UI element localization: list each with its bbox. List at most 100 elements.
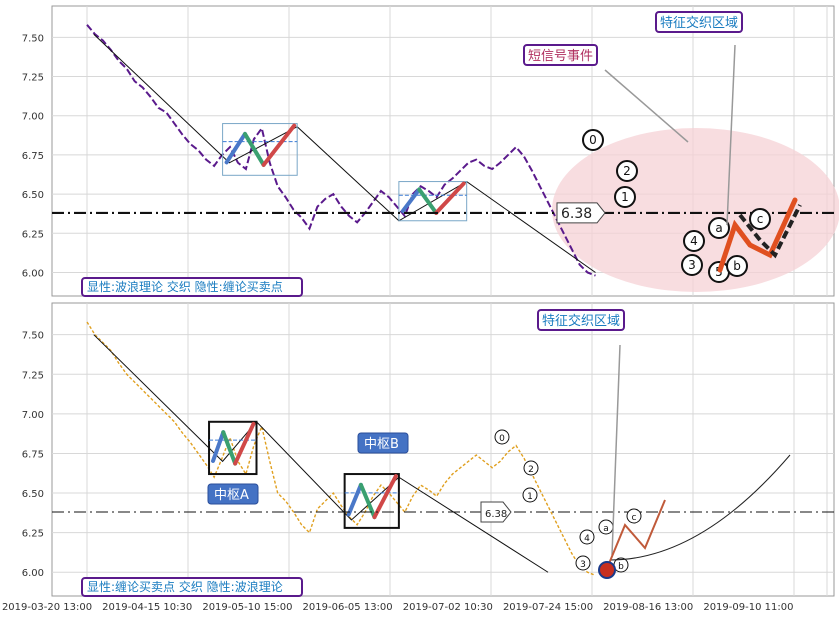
wave-label: 2 — [528, 465, 534, 475]
callout-label: 特征交织区域 — [542, 313, 620, 329]
center-box — [208, 420, 258, 476]
callout-box — [537, 309, 625, 331]
center-box — [222, 123, 298, 176]
y-tick-label: 6.25 — [22, 529, 44, 540]
wave-label: 2 — [623, 164, 631, 178]
projection-wave — [607, 499, 666, 567]
price-series-line — [86, 321, 596, 577]
pointer-line — [604, 69, 689, 143]
center-label-box — [207, 483, 259, 505]
callout-box — [655, 11, 743, 33]
y-tick-label: 6.50 — [22, 489, 44, 500]
x-tick-label: 2019-09-10 11:00 — [703, 602, 793, 613]
y-tick-label: 7.00 — [22, 410, 44, 421]
x-tick-label: 2019-03-20 13:00 — [2, 602, 92, 613]
legend-text: 显性:波浪理论 交织 隐性:缠论买卖点 — [87, 279, 283, 294]
wave-label: 4 — [690, 234, 698, 248]
price-series-line — [86, 24, 596, 277]
wave-label: 1 — [621, 190, 629, 204]
y-tick-label: 6.25 — [22, 229, 44, 240]
x-tick-label: 2019-08-16 13:00 — [603, 602, 693, 613]
wave-label-circle — [494, 429, 510, 445]
y-tick-label: 6.50 — [22, 190, 44, 201]
wave-label-circle — [616, 160, 638, 182]
y-tick-label: 6.00 — [22, 568, 44, 579]
callout-label: 特征交织区域 — [660, 15, 738, 31]
wave-label: b — [733, 259, 741, 273]
x-tick-label: 2019-07-02 10:30 — [403, 602, 493, 613]
price-level-label: 6.38 — [561, 206, 592, 222]
wave-label-circle — [626, 508, 642, 524]
wave-label: 1 — [527, 492, 533, 502]
center-wave-stroke — [221, 430, 238, 466]
wave-label-circle — [726, 255, 748, 277]
trend-path-line — [93, 334, 549, 573]
legend-box — [81, 577, 303, 597]
y-tick-label: 6.75 — [22, 151, 44, 162]
y-tick-label: 7.50 — [22, 331, 44, 342]
wave-label-circle — [683, 230, 705, 252]
center-wave-stroke — [242, 131, 266, 167]
wave-label: b — [618, 562, 624, 572]
center-wave-stroke — [211, 430, 226, 463]
wave-label-circle — [708, 217, 730, 239]
wave-label: 4 — [584, 534, 590, 544]
wave-label: 0 — [499, 434, 505, 444]
wave-label: 0 — [589, 133, 597, 147]
panel-top: 7.50 7.25 7.00 6.75 6.50 6.25 6.00 6.38 显性:波浪理论 … — [22, 5, 839, 297]
x-tick-label: 2019-07-24 15:00 — [503, 602, 593, 613]
center-wave-stroke — [233, 421, 256, 466]
center-wave-stroke — [400, 187, 422, 213]
wave-label-circle — [582, 129, 604, 151]
pointer-line — [726, 44, 736, 226]
center-label-box — [357, 432, 409, 454]
plot-frame — [51, 302, 835, 597]
legend-text: 显性:缠论买卖点 交织 隐性:波浪理论 — [87, 579, 283, 594]
price-level-tag — [480, 501, 512, 523]
price-level-label: 6.38 — [485, 509, 507, 520]
wave-label: 3 — [580, 560, 586, 570]
y-tick-label: 7.25 — [22, 370, 44, 381]
center-wave-stroke — [346, 482, 363, 517]
wave-label-circle — [614, 186, 636, 208]
trend-path-line — [93, 33, 596, 273]
wave-label: c — [757, 212, 764, 226]
center-wave-stroke — [417, 187, 439, 215]
wave-label-circle — [681, 254, 703, 276]
projection-arc — [609, 454, 791, 561]
wave-label: a — [603, 524, 609, 534]
price-level-tag — [556, 202, 606, 224]
projection-dashed — [738, 204, 802, 259]
projection-wave — [717, 197, 798, 273]
callout-label: 短信号事件 — [528, 49, 593, 64]
wave-label-circle — [523, 460, 539, 476]
endpoint-marker — [598, 561, 616, 579]
wave-label: c — [632, 513, 637, 523]
center-box — [343, 473, 400, 529]
panel-bottom: 7.50 7.25 7.00 6.75 6.50 6.25 6.00 6.38 显性:缠论买卖点… — [2, 302, 835, 613]
wave-label: 3 — [688, 258, 696, 272]
center-wave-stroke — [261, 123, 297, 167]
wave-label-circle — [575, 555, 591, 571]
y-tick-label: 7.50 — [22, 33, 44, 44]
wave-label-circle — [579, 529, 595, 545]
wave-label-circle — [522, 487, 538, 503]
pointer-line — [611, 344, 621, 556]
center-wave-stroke — [372, 474, 398, 520]
legend-box — [81, 277, 303, 297]
y-tick-label: 7.00 — [22, 112, 44, 123]
center-label: 中枢A — [214, 488, 249, 503]
y-tick-label: 6.75 — [22, 449, 44, 460]
center-wave-stroke — [358, 482, 377, 520]
center-wave-stroke — [434, 181, 466, 215]
wave-label-circle — [749, 208, 771, 230]
callout-box — [523, 44, 598, 66]
center-label: 中枢B — [364, 437, 399, 452]
center-wave-stroke — [224, 131, 247, 165]
y-tick-label: 6.00 — [22, 268, 44, 279]
x-tick-label: 2019-06-05 13:00 — [303, 602, 393, 613]
center-box — [398, 181, 468, 222]
x-tick-label: 2019-05-10 15:00 — [202, 602, 292, 613]
x-tick-label: 2019-04-15 10:30 — [102, 602, 192, 613]
